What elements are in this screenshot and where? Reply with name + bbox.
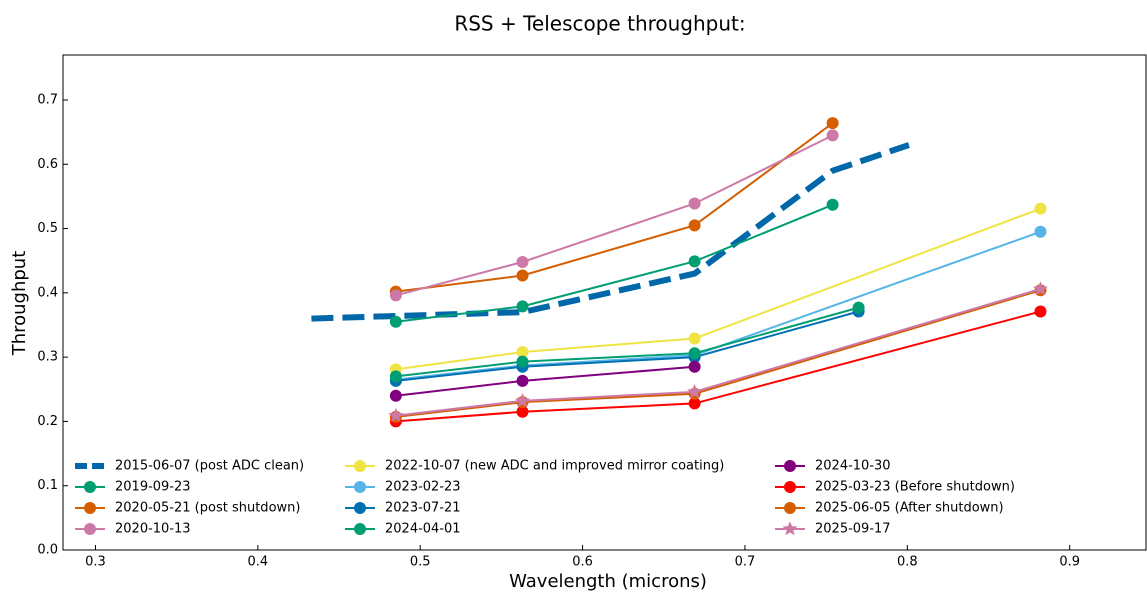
marker — [688, 332, 701, 345]
y-tick-label: 0.7 — [37, 93, 58, 108]
marker — [688, 360, 701, 373]
marker — [516, 300, 529, 313]
x-tick-label: 0.4 — [247, 555, 268, 570]
y-tick-label: 0.5 — [37, 221, 58, 236]
x-axis-label: Wavelength (microns) — [509, 571, 707, 592]
marker — [826, 198, 839, 211]
legend-label: 2025-06-05 (After shutdown) — [815, 501, 1004, 516]
marker — [687, 384, 703, 399]
marker — [516, 346, 529, 358]
x-tick-label: 0.7 — [735, 555, 756, 570]
x-tick-label: 0.3 — [85, 555, 106, 570]
x-tick-label: 0.8 — [897, 555, 918, 570]
marker — [784, 460, 796, 472]
legend-label: 2024-04-01 — [385, 522, 461, 537]
marker — [688, 197, 701, 210]
y-tick-label: 0.0 — [37, 543, 58, 558]
legend-label: 2015-06-07 (post ADC clean) — [115, 459, 304, 474]
marker — [1034, 305, 1047, 318]
marker — [826, 117, 839, 130]
series-line — [395, 288, 1041, 417]
y-tick-label: 0.2 — [37, 414, 58, 429]
marker — [84, 481, 96, 493]
x-tick-label: 0.6 — [572, 555, 593, 570]
marker — [516, 405, 529, 418]
plot-area — [311, 117, 1048, 428]
marker — [389, 389, 402, 402]
legend-label: 2020-05-21 (post shutdown) — [115, 501, 300, 516]
x-tick-label: 0.9 — [1059, 555, 1080, 570]
legend-label: 2025-09-17 — [815, 522, 891, 537]
y-tick-label: 0.4 — [37, 285, 58, 300]
marker — [688, 397, 701, 410]
marker — [826, 129, 839, 142]
y-axis-label: Throughput — [9, 251, 30, 357]
marker — [84, 523, 96, 535]
marker — [688, 219, 701, 232]
series-line — [395, 203, 834, 323]
x-tick-label: 0.5 — [410, 555, 431, 570]
series-line — [395, 310, 859, 382]
marker — [688, 255, 701, 268]
marker — [389, 289, 402, 302]
legend-label: 2022-10-07 (new ADC and improved mirror … — [385, 459, 724, 474]
legend-label: 2023-02-23 — [385, 480, 461, 495]
marker — [852, 301, 865, 314]
series-line — [395, 134, 834, 297]
marker — [784, 502, 796, 514]
marker — [516, 256, 529, 268]
chart-title: RSS + Telescope throughput: — [454, 12, 745, 36]
marker — [388, 407, 404, 422]
y-tick-label: 0.1 — [37, 478, 58, 493]
legend-label: 2024-10-30 — [815, 459, 891, 474]
series-line — [395, 122, 834, 293]
series-line — [311, 142, 910, 322]
marker — [516, 355, 529, 368]
series-line — [395, 310, 1041, 423]
marker — [784, 481, 796, 493]
y-tick-label: 0.3 — [37, 350, 58, 365]
marker — [354, 523, 366, 535]
legend-label: 2019-09-23 — [115, 480, 191, 495]
legend-label: 2023-07-21 — [385, 501, 461, 516]
marker — [516, 374, 529, 387]
series-line — [395, 306, 859, 378]
marker — [84, 502, 96, 514]
series-line — [395, 207, 1041, 371]
marker — [389, 370, 402, 383]
marker — [782, 521, 798, 536]
marker — [354, 502, 366, 514]
axes-frame — [62, 54, 1147, 551]
marker — [1033, 281, 1048, 296]
series-line — [395, 230, 1041, 381]
marker — [688, 347, 701, 360]
marker — [354, 481, 366, 493]
series-line — [395, 289, 1041, 418]
marker — [354, 460, 366, 472]
legend-label: 2020-10-13 — [115, 522, 191, 537]
marker — [389, 315, 402, 328]
y-tick-label: 0.6 — [37, 157, 58, 172]
marker — [516, 269, 529, 282]
marker — [1034, 225, 1047, 238]
marker — [1034, 202, 1047, 215]
legend-label: 2025-03-23 (Before shutdown) — [815, 480, 1015, 495]
marker — [515, 393, 530, 408]
